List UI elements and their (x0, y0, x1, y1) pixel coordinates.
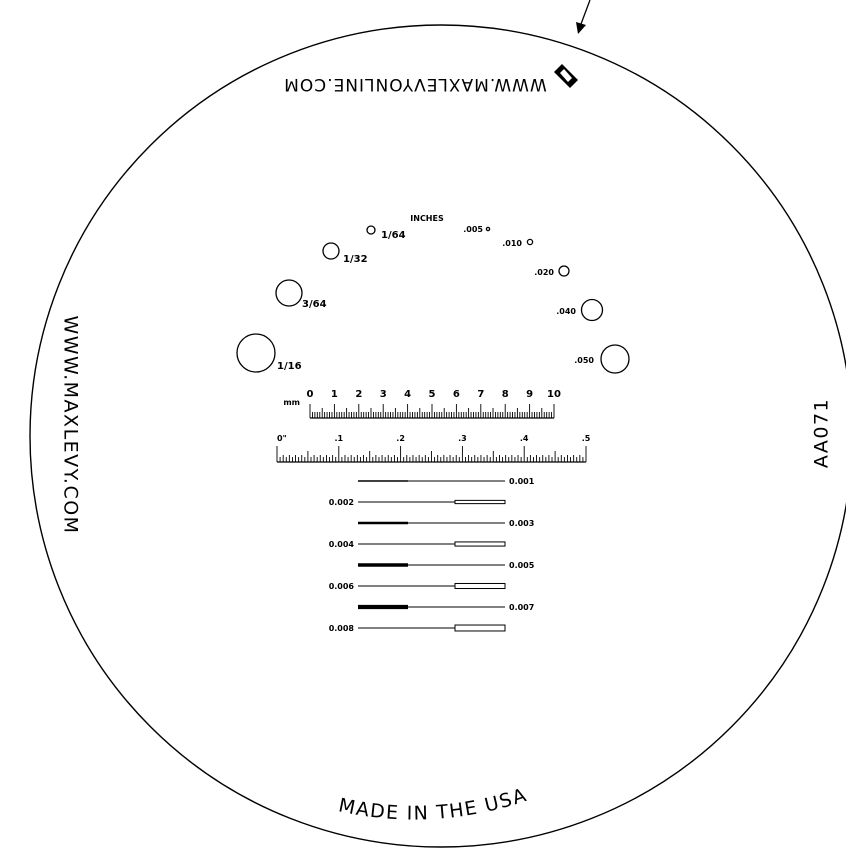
mm-tick-label: 7 (477, 389, 484, 400)
line-width-label: 0.005 (509, 561, 535, 570)
mm-tick-label: 6 (453, 389, 460, 400)
mm-tick-label: 2 (355, 389, 362, 400)
inch-scale: 0" .1 .2 .3 .4 .5 (276, 434, 591, 463)
mm-tick-label: 10 (547, 389, 561, 400)
made-in-usa-text: MADE IN THE USA (337, 784, 530, 825)
inch-tick-label: .2 (396, 434, 405, 443)
line-width-label: 0.004 (329, 540, 355, 549)
hole-040 (580, 298, 604, 322)
mm-tick-label: 4 (404, 389, 411, 400)
inch-tick-label: .3 (458, 434, 467, 443)
line-width-label: 0.007 (509, 603, 534, 612)
inch-tick-label: 0" (277, 434, 287, 443)
top-website-text: WWW.MAXLEVYONLINE.COM (283, 74, 546, 94)
line-width-label: 0.002 (329, 498, 354, 507)
part-number: AA071 (811, 398, 833, 468)
hole-label-010: .010 (502, 239, 522, 248)
mm-scale: 0 1 2 3 4 5 6 7 8 9 10 (307, 389, 561, 419)
line-sample (454, 624, 506, 632)
hole-label-005: .005 (463, 225, 483, 234)
mm-tick-label: 3 (380, 389, 387, 400)
hole-1-64 (366, 225, 376, 235)
hole-label-1-64: 1/64 (381, 230, 406, 241)
hole-label-020: .020 (534, 268, 554, 277)
hole-020 (558, 265, 570, 277)
left-website-text: WWW.MAXLEVY.COM (60, 315, 82, 534)
hole-1-16 (236, 333, 276, 373)
line-width-gauge: 0.001 0.002 0.003 0.004 0.005 0.006 0.007 0.008 (329, 477, 535, 633)
line-width-label: 0.001 (509, 477, 535, 486)
hole-label-1-32: 1/32 (343, 254, 368, 265)
pointer-arrow-icon (576, 0, 591, 34)
line-width-label: 0.003 (509, 519, 534, 528)
hole-label-1-16: 1/16 (277, 361, 302, 372)
mm-unit-label: mm (283, 398, 300, 407)
inches-heading: INCHES (410, 214, 444, 223)
mm-tick-label: 8 (502, 389, 509, 400)
hole-gauge: .005 .010 .020 .040 .050 1/64 1/32 3/64 … (236, 225, 630, 374)
reticle-rim (29, 24, 846, 848)
line-width-label: 0.006 (329, 582, 355, 591)
hole-3-64 (275, 279, 303, 307)
hole-010 (526, 238, 534, 246)
line-width-label: 0.008 (329, 624, 355, 633)
line-sample (454, 541, 506, 547)
inch-tick-label: .4 (520, 434, 529, 443)
mm-tick-label: 0 (307, 389, 314, 400)
hole-1-32 (322, 242, 340, 260)
hole-label-040: .040 (556, 307, 576, 316)
line-sample (454, 582, 506, 590)
line-sample (454, 499, 506, 505)
mm-tick-label: 5 (429, 389, 436, 400)
inch-tick-label: .5 (582, 434, 591, 443)
max-levy-logo-icon (554, 64, 578, 88)
inch-tick-label: .1 (334, 434, 343, 443)
hole-label-050: .050 (574, 356, 594, 365)
hole-005 (485, 226, 491, 232)
hole-label-3-64: 3/64 (302, 299, 327, 310)
mm-tick-label: 9 (526, 389, 533, 400)
hole-050 (600, 344, 630, 374)
mm-tick-label: 1 (331, 389, 338, 400)
